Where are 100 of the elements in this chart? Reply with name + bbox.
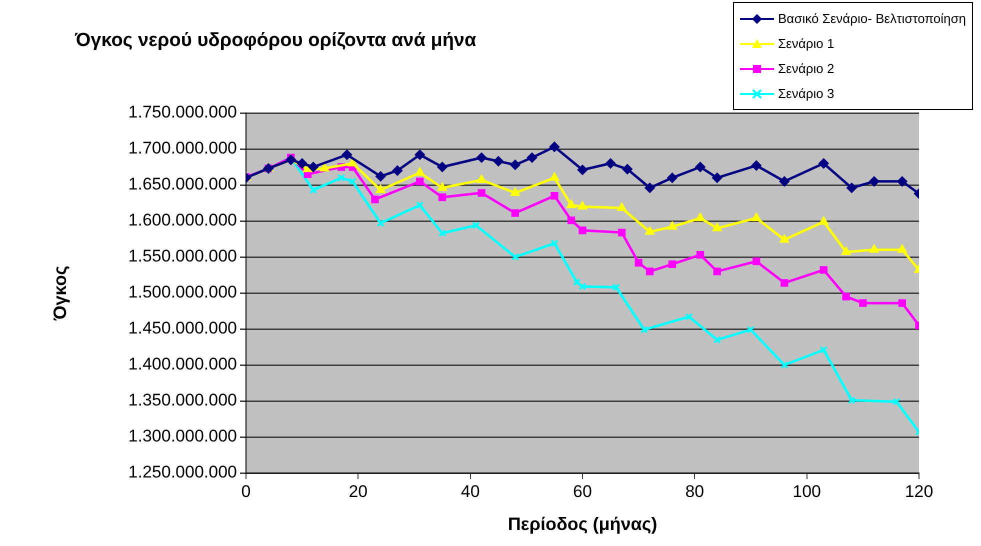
legend-label: Σενάριο 1 bbox=[778, 36, 834, 51]
point bbox=[897, 176, 908, 186]
point bbox=[645, 226, 654, 235]
point bbox=[634, 258, 642, 267]
point bbox=[898, 299, 906, 307]
chart-title: Όγκος νερού υδροφόρου ορίζοντα ανά μήνα bbox=[75, 30, 476, 52]
point bbox=[550, 239, 558, 248]
point bbox=[818, 158, 829, 168]
point bbox=[820, 266, 828, 274]
point bbox=[476, 152, 487, 163]
point bbox=[416, 178, 424, 186]
point bbox=[527, 152, 538, 163]
point bbox=[606, 158, 616, 168]
point bbox=[550, 192, 558, 200]
y-axis-title: Όγκος bbox=[50, 266, 70, 322]
point bbox=[618, 228, 626, 236]
point bbox=[392, 166, 402, 176]
x-tick-label: 120 bbox=[904, 482, 934, 501]
legend-label: Σενάριο 3 bbox=[778, 86, 834, 101]
point bbox=[820, 346, 828, 354]
point bbox=[338, 174, 346, 182]
y-tick-label: 1.650.000.000 bbox=[128, 174, 237, 194]
point bbox=[696, 213, 705, 222]
x-axis-title: Περίοδος (μήνας) bbox=[508, 514, 658, 534]
y-tick-label: 1.300.000.000 bbox=[128, 426, 237, 446]
point bbox=[511, 253, 520, 261]
y-tick-label: 1.600.000.000 bbox=[128, 210, 237, 230]
point bbox=[414, 150, 425, 160]
point bbox=[510, 188, 520, 196]
legend-label: Σενάριο 2 bbox=[778, 61, 834, 76]
point bbox=[297, 158, 308, 168]
point bbox=[667, 172, 678, 183]
point bbox=[376, 219, 384, 227]
point bbox=[567, 216, 576, 224]
point bbox=[668, 222, 677, 230]
point bbox=[478, 189, 486, 197]
point bbox=[668, 260, 676, 268]
point bbox=[646, 268, 654, 276]
point bbox=[751, 160, 762, 171]
point bbox=[713, 268, 721, 276]
point bbox=[308, 162, 318, 172]
point bbox=[438, 182, 447, 191]
y-tick-label: 1.250.000.000 bbox=[128, 462, 237, 482]
point bbox=[644, 182, 655, 193]
point bbox=[472, 221, 480, 230]
point bbox=[416, 201, 424, 209]
point bbox=[438, 229, 446, 238]
point bbox=[622, 164, 632, 174]
point bbox=[752, 213, 761, 222]
legend-label: Βασικό Σενάριο- Βελτιστοποίηση bbox=[778, 11, 966, 26]
point bbox=[695, 162, 706, 172]
point bbox=[493, 156, 504, 166]
point bbox=[578, 164, 588, 175]
point bbox=[578, 226, 586, 234]
x-tick-label: 20 bbox=[348, 482, 368, 501]
y-tick-label: 1.400.000.000 bbox=[128, 354, 237, 374]
point bbox=[892, 398, 900, 406]
x-tick-label: 80 bbox=[685, 482, 704, 501]
point bbox=[309, 186, 318, 194]
point bbox=[612, 283, 620, 292]
point bbox=[511, 209, 520, 217]
point bbox=[573, 278, 581, 286]
point bbox=[510, 160, 520, 170]
y-tick-label: 1.550.000.000 bbox=[128, 246, 237, 266]
point bbox=[438, 193, 446, 202]
point bbox=[842, 292, 850, 300]
point bbox=[578, 202, 587, 210]
point bbox=[578, 282, 586, 290]
point bbox=[566, 200, 576, 208]
point bbox=[348, 158, 358, 166]
point bbox=[415, 168, 424, 176]
point bbox=[779, 176, 790, 186]
x-tick-label: 40 bbox=[460, 482, 480, 501]
point bbox=[640, 326, 648, 334]
point bbox=[477, 174, 486, 183]
point bbox=[848, 396, 856, 404]
point bbox=[712, 223, 722, 232]
point bbox=[550, 172, 559, 181]
point bbox=[371, 196, 379, 204]
point bbox=[898, 244, 907, 253]
point bbox=[746, 326, 755, 334]
point bbox=[846, 182, 857, 193]
y-tick-label: 1.450.000.000 bbox=[128, 318, 237, 338]
y-tick-label: 1.750.000.000 bbox=[128, 102, 237, 122]
y-tick-label: 1.700.000.000 bbox=[128, 138, 237, 158]
y-tick-label: 1.350.000.000 bbox=[128, 390, 237, 410]
point bbox=[869, 176, 880, 186]
point bbox=[617, 203, 626, 212]
point bbox=[870, 244, 879, 253]
point bbox=[348, 178, 356, 186]
point bbox=[685, 312, 693, 321]
point bbox=[780, 279, 788, 287]
point bbox=[342, 150, 352, 160]
y-tick-label: 1.500.000.000 bbox=[128, 282, 237, 302]
point bbox=[752, 257, 760, 266]
x-tick-label: 100 bbox=[792, 482, 822, 501]
x-tick-label: 0 bbox=[241, 482, 251, 501]
point bbox=[320, 163, 329, 172]
point bbox=[780, 234, 789, 243]
point bbox=[712, 172, 722, 183]
